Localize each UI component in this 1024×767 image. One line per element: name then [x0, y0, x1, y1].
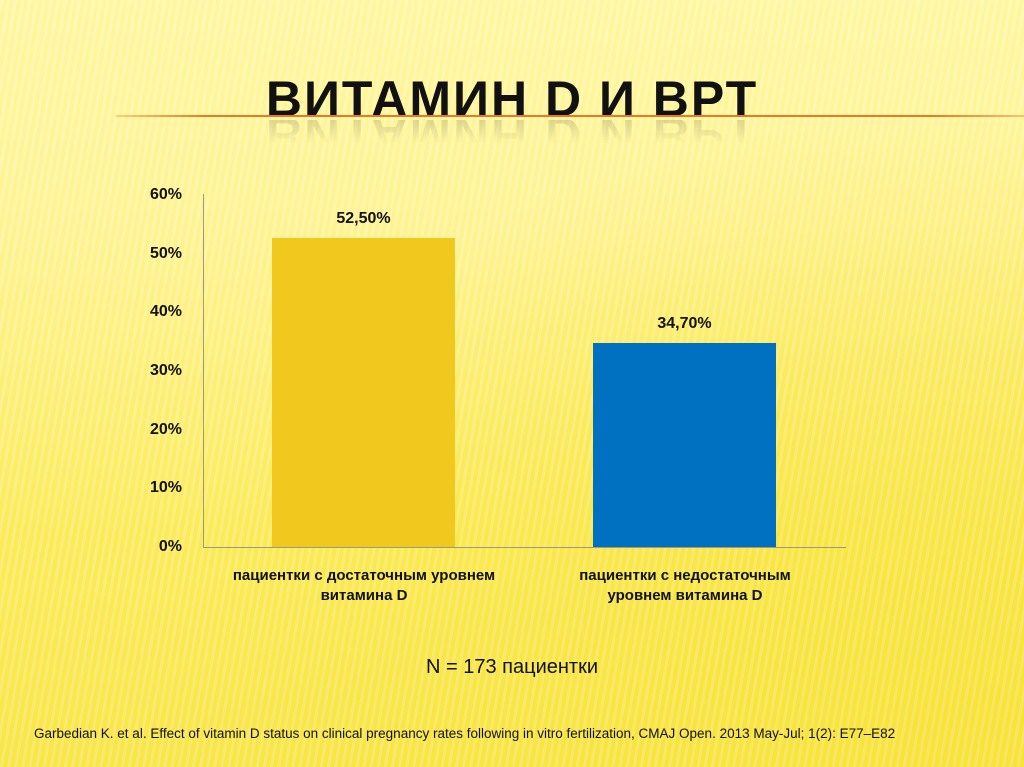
citation: Garbedian K. et al. Effect of vitamin D … — [34, 726, 896, 741]
y-tick-0: 0% — [158, 538, 182, 555]
category-label-sufficient: пациентки с достаточным уровнем витамина… — [204, 566, 524, 606]
category-label-line: пациентки с достаточным уровнем — [232, 567, 496, 584]
bar-value-label: 52,50% — [336, 210, 391, 227]
bar-insufficient-vitamin-d — [593, 343, 776, 547]
y-tick-60: 60% — [149, 186, 182, 203]
y-tick-10: 10% — [149, 479, 182, 496]
y-axis — [203, 194, 204, 548]
category-label-line: витамина D — [320, 587, 408, 604]
bar-value-label: 34,70% — [657, 315, 712, 332]
category-label-line: уровнем витамина D — [607, 587, 763, 604]
category-label-insufficient: пациентки с недостаточным уровнем витами… — [525, 566, 845, 606]
sample-size-note: N = 173 пациентки — [426, 656, 598, 678]
category-label-line: пациентки с недостаточным — [579, 567, 791, 584]
x-axis — [203, 547, 846, 548]
y-tick-20: 20% — [149, 421, 182, 438]
bar-chart: 60% 50% 40% 30% 20% 10% 0% 52,50% 34,70%… — [149, 186, 846, 606]
y-tick-50: 50% — [149, 245, 182, 262]
bar-sufficient-vitamin-d — [272, 238, 455, 547]
y-tick-40: 40% — [149, 303, 182, 320]
title-divider — [116, 115, 1024, 117]
y-tick-30: 30% — [149, 362, 182, 379]
